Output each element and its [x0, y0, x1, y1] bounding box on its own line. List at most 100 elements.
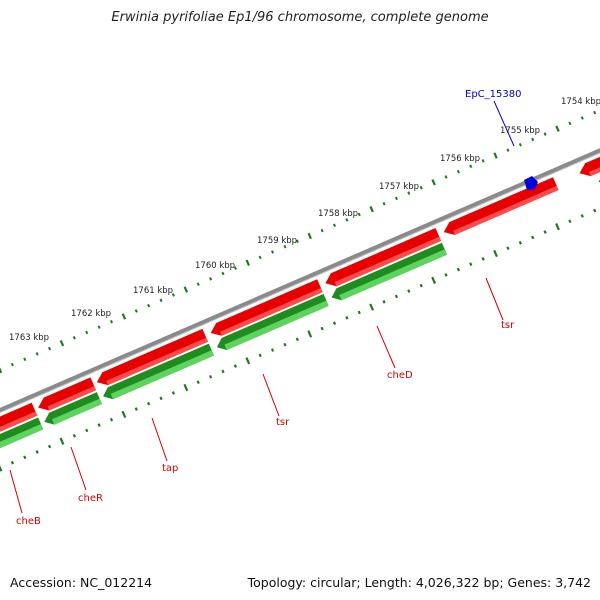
- scale-tick: [555, 223, 560, 231]
- gene-arrow-shade: [0, 411, 38, 432]
- gene-arrow: [96, 328, 208, 386]
- scale-tick: [109, 417, 114, 422]
- backbone-shadow: [0, 152, 600, 414]
- scale-tick: [35, 352, 39, 356]
- scale-label: 1755 kbp: [500, 126, 540, 136]
- scale-tick: [394, 294, 399, 299]
- scale-tick: [0, 367, 3, 374]
- scale-tick: [394, 196, 398, 201]
- scale-tick: [357, 212, 361, 217]
- scale-tick: [183, 286, 189, 293]
- chromosome-backbone: [0, 148, 600, 414]
- cds-arrow-shade: [224, 300, 329, 350]
- gene-label: tsr: [276, 417, 290, 428]
- scale-tick: [382, 201, 386, 206]
- scale-tick: [0, 465, 3, 472]
- scale-tick: [493, 152, 498, 159]
- scale-tick: [258, 353, 262, 358]
- gene-track: [0, 156, 600, 432]
- scale-tick: [593, 208, 597, 213]
- feature-leader: [493, 100, 515, 147]
- cds-arrow-shade: [339, 249, 448, 301]
- scale-tick: [258, 255, 262, 260]
- scale-tick: [72, 336, 76, 340]
- outer-tick-ring: [0, 110, 597, 374]
- scale-tick: [35, 450, 39, 454]
- scale-tick: [568, 219, 572, 224]
- gene-arrow: [38, 377, 96, 411]
- scale-tick: [23, 455, 27, 460]
- scale-label: 1762 kbp: [71, 309, 111, 319]
- scale-tick: [159, 298, 163, 303]
- scale-tick: [332, 321, 337, 326]
- scale-tick: [555, 125, 560, 132]
- scale-tick: [593, 110, 597, 115]
- scale-tick: [233, 364, 237, 368]
- gene-arrow-shade: [334, 236, 442, 287]
- scale-tick: [431, 179, 436, 186]
- scale-tick: [580, 116, 584, 120]
- scale-label: 1757 kbp: [379, 182, 419, 192]
- gene-label: cheB: [16, 516, 41, 527]
- scale-tick: [444, 175, 448, 179]
- scale-tick: [10, 362, 14, 367]
- scale-tick: [382, 299, 386, 304]
- scale-tick: [159, 396, 163, 401]
- scale-tick: [171, 391, 176, 395]
- scale-tick: [332, 223, 337, 227]
- scale-tick: [121, 313, 127, 320]
- feature-marker: [524, 176, 538, 190]
- feature-marker-group: [524, 176, 538, 190]
- scale-tick: [518, 240, 522, 245]
- scale-tick: [295, 239, 299, 244]
- scale-tick: [320, 228, 324, 233]
- scale-tick: [444, 273, 448, 277]
- scale-label: 1756 kbp: [440, 154, 480, 164]
- scale-tick: [531, 137, 535, 142]
- gene-arrow: [210, 279, 323, 336]
- scale-tick: [283, 342, 287, 347]
- map-title: Erwinia pyrifoliae Ep1/96 chromosome, co…: [111, 10, 489, 25]
- scale-tick: [147, 401, 151, 406]
- cds-arrow-shade: [0, 424, 44, 449]
- gene-arrow-shade: [453, 185, 559, 235]
- scale-tick: [543, 230, 547, 234]
- scale-tick: [283, 244, 287, 249]
- scale-tick: [543, 132, 547, 136]
- scale-tick: [419, 283, 423, 288]
- scale-tick: [134, 407, 138, 411]
- gene-label: tsr: [501, 320, 515, 331]
- scale-tick: [307, 330, 313, 338]
- gene-arrow-shade: [106, 337, 208, 386]
- scale-tick: [369, 303, 375, 311]
- scale-tick: [147, 303, 151, 308]
- scale-tick: [357, 310, 361, 315]
- gene-arrow: [325, 228, 442, 287]
- scale-tick: [345, 218, 349, 222]
- gene-leader: [485, 277, 504, 321]
- scale-tick: [85, 428, 89, 433]
- gene-arrow-shade: [220, 288, 323, 336]
- cds-arrow-shade: [110, 350, 214, 400]
- scale-tick: [456, 267, 460, 272]
- cds-arrow-shade: [52, 398, 102, 425]
- inner-tick-ring: [0, 208, 597, 472]
- scale-tick: [23, 357, 27, 362]
- scale-tick: [469, 164, 473, 169]
- scale-label: 1760 kbp: [195, 261, 235, 271]
- scale-tick: [295, 337, 299, 342]
- scale-tick: [407, 191, 411, 195]
- scale-tick: [59, 437, 65, 445]
- backbone-line: [0, 148, 600, 413]
- map-labels: 1754 kbp 1755 kbp 1756 kbp 1757 kbp 1758 kbp…: [9, 89, 600, 527]
- topology-summary: Topology: circular; Length: 4,026,322 bp…: [247, 575, 591, 590]
- scale-tick: [580, 214, 584, 218]
- label-leaders: [9, 100, 515, 514]
- gene-label: tap: [162, 463, 178, 474]
- scale-tick: [270, 348, 275, 352]
- scale-tick: [320, 326, 324, 331]
- gene-arrow-shade: [47, 386, 96, 411]
- scale-label: 1761 kbp: [133, 286, 173, 296]
